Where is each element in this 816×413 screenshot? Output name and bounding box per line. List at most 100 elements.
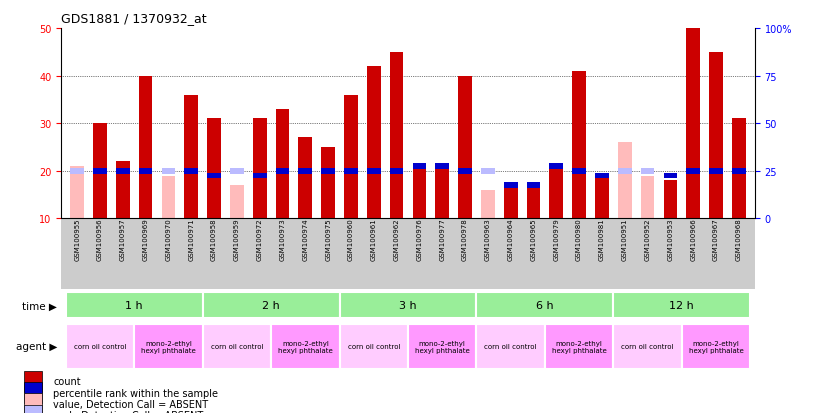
Bar <box>663 173 677 179</box>
Text: time ▶: time ▶ <box>22 301 57 311</box>
Text: GDS1881 / 1370932_at: GDS1881 / 1370932_at <box>61 12 206 25</box>
Bar <box>413 164 426 169</box>
Text: mono-2-ethyl
hexyl phthalate: mono-2-ethyl hexyl phthalate <box>141 340 196 353</box>
Text: mono-2-ethyl
hexyl phthalate: mono-2-ethyl hexyl phthalate <box>689 340 743 353</box>
Bar <box>339 292 477 319</box>
Bar <box>459 76 472 219</box>
Bar <box>162 176 175 219</box>
Bar <box>614 324 682 369</box>
Bar <box>162 169 175 174</box>
Text: corn oil control: corn oil control <box>485 344 537 349</box>
Bar <box>477 324 545 369</box>
Bar <box>202 324 271 369</box>
Bar <box>526 186 540 219</box>
Text: 3 h: 3 h <box>399 301 417 311</box>
Bar <box>276 169 290 174</box>
Bar <box>572 169 586 174</box>
Text: rank, Detection Call = ABSENT: rank, Detection Call = ABSENT <box>53 410 203 413</box>
Text: agent ▶: agent ▶ <box>16 342 57 351</box>
Bar <box>390 169 403 174</box>
Bar <box>116 162 130 219</box>
Bar <box>732 169 746 174</box>
Bar <box>322 147 335 219</box>
Bar <box>116 169 130 174</box>
Bar <box>299 138 313 219</box>
Bar <box>408 324 477 369</box>
Bar <box>436 166 449 219</box>
Bar <box>614 292 750 319</box>
Bar <box>344 95 357 219</box>
Bar <box>276 109 290 219</box>
Bar <box>134 324 202 369</box>
Bar <box>686 169 700 174</box>
Bar <box>413 166 426 219</box>
Bar <box>70 169 84 174</box>
Bar <box>549 166 563 219</box>
Bar <box>549 164 563 169</box>
Bar <box>481 169 494 174</box>
Bar <box>66 292 202 319</box>
Text: mono-2-ethyl
hexyl phthalate: mono-2-ethyl hexyl phthalate <box>552 340 606 353</box>
Bar <box>299 169 313 174</box>
Text: mono-2-ethyl
hexyl phthalate: mono-2-ethyl hexyl phthalate <box>278 340 333 353</box>
Bar <box>618 143 632 219</box>
Text: count: count <box>53 376 81 387</box>
Bar <box>253 173 267 179</box>
Bar <box>709 52 723 219</box>
Text: corn oil control: corn oil control <box>211 344 263 349</box>
Bar <box>367 67 380 219</box>
Bar <box>24 371 42 392</box>
Bar <box>503 186 517 219</box>
Bar <box>322 169 335 174</box>
Bar <box>709 169 723 174</box>
Text: 6 h: 6 h <box>536 301 554 311</box>
Text: corn oil control: corn oil control <box>73 344 126 349</box>
Bar <box>93 169 107 174</box>
Bar <box>732 119 746 219</box>
Bar <box>339 324 408 369</box>
Bar <box>572 71 586 219</box>
Bar <box>682 324 750 369</box>
Bar <box>184 95 198 219</box>
Text: value, Detection Call = ABSENT: value, Detection Call = ABSENT <box>53 399 208 409</box>
Bar <box>481 190 494 219</box>
Bar <box>271 324 339 369</box>
Bar <box>595 176 609 219</box>
Bar <box>367 169 380 174</box>
Bar <box>230 169 244 174</box>
Bar <box>70 166 84 219</box>
Bar <box>436 164 449 169</box>
Text: corn oil control: corn oil control <box>348 344 400 349</box>
Bar <box>253 119 267 219</box>
Bar <box>618 169 632 174</box>
Bar <box>686 29 700 219</box>
Text: 12 h: 12 h <box>669 301 694 311</box>
Text: percentile rank within the sample: percentile rank within the sample <box>53 387 218 398</box>
Bar <box>93 124 107 219</box>
Bar <box>24 394 42 413</box>
Text: corn oil control: corn oil control <box>621 344 674 349</box>
Text: 2 h: 2 h <box>262 301 280 311</box>
Bar <box>202 292 339 319</box>
Bar <box>66 324 134 369</box>
Bar <box>459 169 472 174</box>
Bar <box>663 181 677 219</box>
Bar <box>526 183 540 188</box>
Text: 1 h: 1 h <box>126 301 143 311</box>
Text: mono-2-ethyl
hexyl phthalate: mono-2-ethyl hexyl phthalate <box>415 340 469 353</box>
Bar <box>595 173 609 179</box>
Bar <box>230 186 244 219</box>
Bar <box>184 169 198 174</box>
Bar <box>503 183 517 188</box>
Bar <box>641 176 654 219</box>
Bar <box>641 169 654 174</box>
Bar <box>207 119 221 219</box>
Bar <box>139 76 153 219</box>
Bar <box>390 52 403 219</box>
Bar <box>344 169 357 174</box>
Bar <box>24 405 42 413</box>
Bar <box>207 173 221 179</box>
Bar <box>545 324 614 369</box>
Bar <box>139 169 153 174</box>
Bar <box>24 382 42 403</box>
